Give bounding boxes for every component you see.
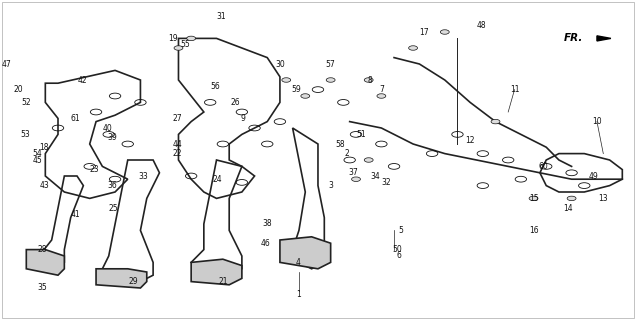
Circle shape [352,177,361,181]
Text: 60: 60 [538,162,548,171]
Text: 41: 41 [71,210,81,219]
Text: 49: 49 [589,172,599,180]
Circle shape [282,78,291,82]
Text: 7: 7 [379,85,384,94]
Text: 24: 24 [213,175,223,184]
Text: 34: 34 [370,172,380,180]
Text: 59: 59 [291,85,300,94]
Text: 33: 33 [138,172,149,180]
Circle shape [440,30,449,34]
Text: 12: 12 [465,136,475,145]
Text: 8: 8 [368,76,372,84]
Text: 22: 22 [173,149,182,158]
Text: 56: 56 [210,82,220,91]
Circle shape [326,78,335,82]
Text: 36: 36 [107,181,117,190]
Text: 29: 29 [128,277,138,286]
Text: 32: 32 [382,178,391,187]
Text: 5: 5 [398,226,403,235]
Text: 50: 50 [392,245,402,254]
Circle shape [409,46,418,50]
Text: 23: 23 [90,165,100,174]
Polygon shape [280,237,331,269]
Text: 16: 16 [529,226,538,235]
Text: 31: 31 [217,12,227,20]
Text: 20: 20 [14,85,23,94]
Text: 45: 45 [33,156,43,164]
Circle shape [301,94,310,98]
Text: 40: 40 [103,124,112,132]
Text: 58: 58 [335,140,345,148]
Polygon shape [597,36,611,41]
Circle shape [567,196,576,201]
Text: 35: 35 [37,284,47,292]
Text: FR.: FR. [564,33,583,44]
Circle shape [529,196,538,201]
Text: 38: 38 [262,220,272,228]
Text: 11: 11 [510,85,519,94]
Circle shape [364,78,373,82]
Text: 14: 14 [564,204,573,212]
Text: 9: 9 [241,114,246,123]
Text: 10: 10 [592,117,602,126]
Text: 46: 46 [261,239,271,248]
Text: 52: 52 [22,98,31,107]
Text: 53: 53 [20,130,30,139]
Text: 44: 44 [172,140,182,148]
Text: 2: 2 [344,149,349,158]
Text: 26: 26 [231,98,241,107]
Polygon shape [191,259,242,285]
Text: 19: 19 [168,34,178,43]
Text: 21: 21 [218,277,227,286]
Circle shape [377,94,386,98]
Text: 6: 6 [397,252,401,260]
Circle shape [364,158,373,162]
Text: 48: 48 [477,21,486,30]
Text: 17: 17 [420,28,429,36]
Polygon shape [26,250,64,275]
Polygon shape [96,269,147,288]
Text: 43: 43 [39,181,49,190]
Circle shape [174,46,183,50]
Text: 4: 4 [295,258,300,267]
Circle shape [187,36,196,41]
Text: 47: 47 [1,60,11,68]
Text: 1: 1 [297,290,302,299]
Text: 57: 57 [326,60,335,68]
Text: 25: 25 [109,204,119,212]
Text: 55: 55 [180,40,190,49]
Text: 28: 28 [37,245,47,254]
Text: 37: 37 [348,168,358,177]
Text: 54: 54 [33,149,43,158]
Text: 3: 3 [328,181,333,190]
Text: 18: 18 [39,143,49,152]
Text: 13: 13 [598,194,608,203]
Circle shape [491,119,500,124]
Text: 15: 15 [529,194,538,203]
Text: 42: 42 [77,76,87,84]
Text: 51: 51 [356,130,366,139]
Text: 30: 30 [275,60,285,68]
Text: 27: 27 [172,114,182,123]
Text: 39: 39 [107,133,117,142]
Text: 61: 61 [71,114,81,123]
